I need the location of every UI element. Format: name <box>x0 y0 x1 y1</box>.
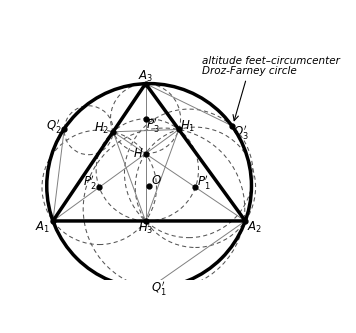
Text: $Q_1'$: $Q_1'$ <box>152 279 167 297</box>
Text: altitude feet–circumcenter: altitude feet–circumcenter <box>202 56 340 66</box>
Text: $P_2'$: $P_2'$ <box>83 173 97 191</box>
Text: $A_1$: $A_1$ <box>35 219 50 235</box>
Text: $P_3'$: $P_3'$ <box>146 116 159 134</box>
Text: $H_2$: $H_2$ <box>94 121 109 136</box>
Text: $Q_3'$: $Q_3'$ <box>233 123 249 141</box>
Text: $O$: $O$ <box>151 174 162 187</box>
Text: $A_3$: $A_3$ <box>138 69 153 84</box>
Text: $H$: $H$ <box>133 147 143 160</box>
Text: Droz-Farney circle: Droz-Farney circle <box>202 66 297 76</box>
Text: $Q_2'$: $Q_2'$ <box>46 117 62 135</box>
Text: $A_2$: $A_2$ <box>247 219 262 235</box>
Text: $P_1'$: $P_1'$ <box>197 173 210 191</box>
Text: $H_3$: $H_3$ <box>138 220 153 236</box>
Text: $H_1$: $H_1$ <box>180 119 196 134</box>
